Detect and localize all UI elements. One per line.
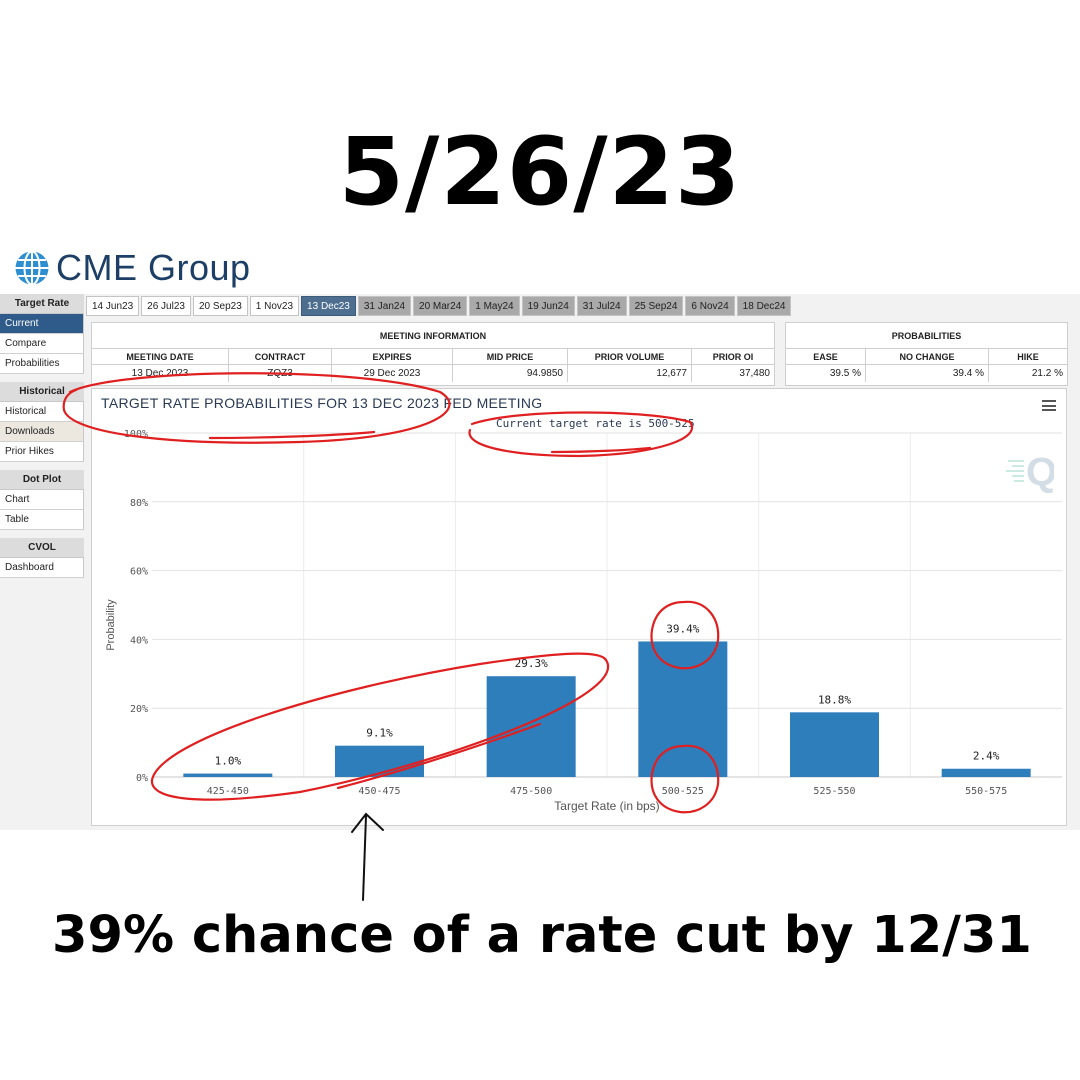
sidebar-item-historical[interactable]: Historical bbox=[0, 402, 84, 422]
bar-value-label: 9.1% bbox=[366, 727, 393, 740]
y-axis-title: Probability bbox=[105, 599, 117, 651]
tab-31-jan24[interactable]: 31 Jan24 bbox=[357, 296, 412, 316]
probabilities-table: PROBABILITIES EASE NO CHANGE HIKE 39.5 % 39… bbox=[785, 322, 1068, 386]
table-cell: 29 Dec 2023 bbox=[332, 365, 453, 382]
tab-20-mar24[interactable]: 20 Mar24 bbox=[413, 296, 468, 316]
column-header: CONTRACT bbox=[229, 349, 332, 365]
y-tick-label: 100% bbox=[124, 429, 148, 440]
caption-text: 39% chance of a rate cut by 12/31 bbox=[52, 906, 1032, 965]
sidebar-item-compare[interactable]: Compare bbox=[0, 334, 84, 354]
bar-525-550 bbox=[790, 712, 879, 777]
chart-panel: 0% 20% 40% 60% 80% 100% 1.0% 425-450 9.1% 450-475… bbox=[91, 388, 1067, 826]
tab-19-jun24[interactable]: 19 Jun24 bbox=[521, 296, 575, 316]
sidebar-item-table[interactable]: Table bbox=[0, 510, 84, 530]
headline-date: 5/26/23 bbox=[338, 118, 742, 227]
bar-425-450 bbox=[183, 773, 273, 777]
column-header: PRIOR OI bbox=[692, 349, 774, 365]
sidebar-heading: Historical bbox=[0, 382, 84, 402]
table-cell: 21.2 % bbox=[1031, 368, 1063, 379]
table-cell: ZQZ3 bbox=[229, 365, 332, 382]
tab-26-jul23[interactable]: 26 Jul23 bbox=[141, 296, 191, 316]
tab-6-nov24[interactable]: 6 Nov24 bbox=[685, 296, 735, 316]
y-tick-label: 80% bbox=[130, 498, 148, 509]
table-cell: 13 Dec 2023 bbox=[92, 365, 229, 382]
column-header: MEETING DATE bbox=[92, 349, 229, 365]
sidebar: Target Rate Current Compare Probabilities Hi… bbox=[0, 294, 84, 830]
y-tick-label: 20% bbox=[130, 704, 148, 715]
tab-31-jul24[interactable]: 31 Jul24 bbox=[576, 296, 627, 316]
column-header: EASE bbox=[786, 349, 866, 365]
column-header: HIKE bbox=[989, 349, 1067, 365]
x-tick-label: 525-550 bbox=[813, 786, 855, 797]
tab-1-may24[interactable]: 1 May24 bbox=[469, 296, 520, 316]
logo-wordmark: CME Group bbox=[56, 247, 251, 288]
meeting-info-title: MEETING INFORMATION bbox=[92, 323, 774, 349]
cme-group-logo: CME Group bbox=[14, 246, 251, 290]
meeting-tabs: 14 Jun23 26 Jul23 20 Sep23 1 Nov23 13 Dec23 3… bbox=[86, 296, 793, 316]
y-tick-label: 60% bbox=[130, 567, 148, 578]
probabilities-title: PROBABILITIES bbox=[786, 323, 1067, 349]
x-tick-label: 500-525 bbox=[662, 786, 704, 797]
tab-25-sep24[interactable]: 25 Sep24 bbox=[628, 296, 684, 316]
y-tick-label: 40% bbox=[130, 635, 148, 646]
tab-18-dec24[interactable]: 18 Dec24 bbox=[736, 296, 792, 316]
bar-value-label: 1.0% bbox=[215, 755, 242, 768]
bar-value-label: 18.8% bbox=[818, 693, 851, 706]
column-header: MID PRICE bbox=[453, 349, 568, 365]
bar-550-575 bbox=[941, 768, 1031, 777]
sidebar-item-chart[interactable]: Chart bbox=[0, 490, 84, 510]
globe-logo-icon bbox=[15, 250, 49, 286]
probability-bar-chart: 0% 20% 40% 60% 80% 100% 1.0% 425-450 9.1% 450-475… bbox=[105, 429, 1062, 813]
bar-value-label: 29.3% bbox=[515, 657, 548, 670]
bar-475-500 bbox=[486, 676, 576, 777]
sidebar-heading: Target Rate bbox=[0, 294, 84, 314]
sidebar-item-downloads[interactable]: Downloads bbox=[0, 422, 84, 442]
tab-20-sep23[interactable]: 20 Sep23 bbox=[192, 296, 248, 316]
table-cell: 39.4 % bbox=[866, 365, 989, 382]
bar-value-label: 39.4% bbox=[666, 622, 699, 635]
sidebar-item-dashboard[interactable]: Dashboard bbox=[0, 558, 84, 578]
chart-subtitle: Current target rate is 500-525 bbox=[496, 417, 695, 430]
y-tick-label: 0% bbox=[136, 773, 148, 784]
bar-450-475 bbox=[335, 745, 424, 777]
svg-text:Q: Q bbox=[1026, 450, 1054, 494]
hamburger-menu-icon[interactable] bbox=[1042, 400, 1056, 411]
quikstrike-watermark-icon: Q bbox=[1006, 450, 1054, 494]
sidebar-item-probabilities[interactable]: Probabilities bbox=[0, 354, 84, 374]
column-header: NO CHANGE bbox=[866, 349, 989, 365]
table-cell: 94.9850 bbox=[453, 365, 568, 382]
table-cell: 37,480 bbox=[739, 368, 770, 379]
column-header: EXPIRES bbox=[332, 349, 453, 365]
bar-500-525 bbox=[638, 641, 728, 777]
tab-14-jun23[interactable]: 14 Jun23 bbox=[86, 296, 140, 316]
fedwatch-app: Target Rate Current Compare Probabilities Hi… bbox=[0, 294, 1080, 830]
x-tick-label: 475-500 bbox=[510, 786, 552, 797]
sidebar-item-prior-hikes[interactable]: Prior Hikes bbox=[0, 442, 84, 462]
tab-13-dec23[interactable]: 13 Dec23 bbox=[301, 296, 356, 316]
bar-value-label: 2.4% bbox=[973, 750, 1000, 763]
table-cell: 12,677 bbox=[568, 365, 692, 382]
tab-1-nov23[interactable]: 1 Nov23 bbox=[249, 296, 300, 316]
x-tick-label: 550-575 bbox=[965, 786, 1007, 797]
chart-title: TARGET RATE PROBABILITIES FOR 13 DEC 202… bbox=[101, 395, 543, 411]
sidebar-heading: Dot Plot bbox=[0, 470, 84, 490]
table-cell: 39.5 % bbox=[786, 365, 866, 382]
x-tick-label: 425-450 bbox=[207, 786, 249, 797]
sidebar-item-current[interactable]: Current bbox=[0, 314, 84, 334]
column-header: PRIOR VOLUME bbox=[568, 349, 692, 365]
x-tick-label: 450-475 bbox=[358, 786, 400, 797]
meeting-information-table: MEETING INFORMATION MEETING DATE CONTRACT… bbox=[91, 322, 775, 386]
sidebar-heading: CVOL bbox=[0, 538, 84, 558]
x-axis-title: Target Rate (in bps) bbox=[554, 799, 659, 813]
